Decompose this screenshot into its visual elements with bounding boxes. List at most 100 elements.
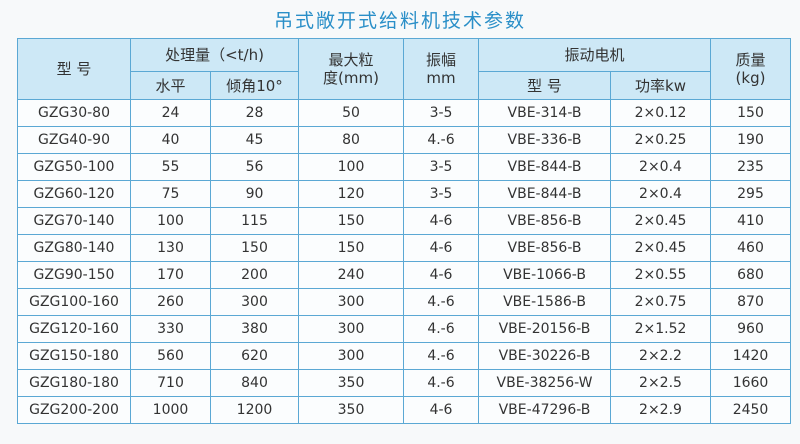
cell: 4-6 (403, 234, 479, 262)
header-amplitude-line: 振幅 (425, 51, 456, 69)
cell: 560 (130, 342, 211, 370)
cell: GZG60-120 (17, 180, 131, 208)
header-incline: 倾角10° (210, 71, 299, 100)
cell: 840 (210, 369, 299, 397)
cell: 4.-6 (403, 126, 479, 154)
table-title: 吊式敞开式给料机技术参数 (273, 10, 526, 32)
cell: 170 (130, 261, 211, 289)
header-row: 水平 倾角10° 型 号 功率kw (18, 71, 791, 100)
cell: 2×0.75 (609, 288, 712, 316)
cell: 1000 (130, 396, 211, 424)
data-row: GZG80-140 130 150 150 4-6 VBE-856-B 2×0.45 460 (17, 234, 792, 262)
cell: 80 (298, 126, 404, 154)
cell: 240 (298, 261, 404, 289)
header-model-text: 型 号 (56, 60, 92, 78)
cell: 300 (298, 288, 404, 316)
header-max-size-line: 度(mm) (323, 69, 379, 87)
cell: 2×0.55 (609, 261, 712, 289)
header-motor-model-text: 型 号 (527, 76, 562, 95)
cell: 460 (710, 234, 792, 262)
cell: 4-6 (403, 396, 479, 424)
cell: VBE-844-B (478, 180, 611, 208)
cell: GZG150-180 (17, 342, 131, 370)
cell: VBE-30226-B (478, 342, 611, 370)
cell: 150 (298, 207, 404, 235)
cell: 2×2.9 (609, 396, 712, 424)
cell: GZG200-200 (17, 396, 131, 424)
cell: VBE-856-B (478, 207, 611, 235)
cell: 150 (210, 234, 299, 262)
cell: 55 (130, 153, 211, 181)
cell: GZG90-150 (17, 261, 131, 289)
header-capacity: 处理量（<t/h) (130, 38, 299, 72)
cell: 4.-6 (403, 369, 479, 397)
cell: VBE-1586-B (478, 288, 611, 316)
cell: 4.-6 (403, 315, 479, 343)
data-row: GZG150-180 560 620 300 4.-6 VBE-30226-B 2×2.2 1… (17, 342, 792, 370)
cell: 960 (710, 315, 792, 343)
header-mass-line: (kg) (735, 69, 766, 87)
cell: 3-5 (403, 180, 479, 208)
data-row: GZG200-200 1000 1200 350 4-6 VBE-47296-B 2×2.9… (17, 396, 792, 424)
cell: GZG30-80 (17, 99, 131, 127)
cell: VBE-336-B (478, 126, 611, 154)
cell: 4.-6 (403, 342, 479, 370)
data-row: GZG40-90 40 45 80 4.-6 VBE-336-B 2×0.25 190 (17, 126, 792, 154)
cell: 190 (710, 126, 792, 154)
cell: 2×2.5 (609, 369, 712, 397)
cell: GZG100-160 (17, 288, 131, 316)
header-max-size-line: 最大粒 (328, 51, 374, 69)
header-model: 型 号 (17, 38, 131, 100)
cell: GZG80-140 (17, 234, 131, 262)
cell: 2×0.4 (609, 153, 712, 181)
cell: 75 (130, 180, 211, 208)
cell: 90 (210, 180, 299, 208)
cell: VBE-20156-B (478, 315, 611, 343)
header-power-text: 功率kw (635, 76, 686, 95)
cell: 200 (210, 261, 299, 289)
cell: 680 (710, 261, 792, 289)
cell: 24 (130, 99, 211, 127)
data-row: GZG30-80 24 28 50 3-5 VBE-314-B 2×0.12 150 (17, 99, 792, 127)
header-max-size: 最大粒 度(mm) (298, 38, 404, 100)
cell: 295 (710, 180, 792, 208)
cell: 4.-6 (403, 288, 479, 316)
header-motor-text: 振动电机 (564, 46, 625, 64)
cell: 380 (210, 315, 299, 343)
cell: 115 (210, 207, 299, 235)
data-row: GZG50-100 55 56 100 3-5 VBE-844-B 2×0.4 235 (17, 153, 792, 181)
cell: 870 (710, 288, 792, 316)
cell: 2450 (710, 396, 792, 424)
cell: GZG40-90 (17, 126, 131, 154)
cell: GZG180-180 (17, 369, 131, 397)
cell: 710 (130, 369, 211, 397)
cell: 330 (130, 315, 211, 343)
cell: 1420 (710, 342, 792, 370)
cell: 2×0.45 (609, 207, 712, 235)
cell: 40 (130, 126, 211, 154)
cell: VBE-1066-B (478, 261, 611, 289)
cell: GZG70-140 (17, 207, 131, 235)
cell: 50 (298, 99, 404, 127)
cell: 100 (130, 207, 211, 235)
cell: 300 (210, 288, 299, 316)
cell: 2×0.4 (609, 180, 712, 208)
header-incline-text: 倾角10° (226, 76, 283, 95)
cell: 235 (710, 153, 792, 181)
cell: 620 (210, 342, 299, 370)
cell: 3-5 (403, 153, 479, 181)
cell: 3-5 (403, 99, 479, 127)
data-row: GZG70-140 100 115 150 4-6 VBE-856-B 2×0.45 410 (17, 207, 792, 235)
data-row: GZG100-160 260 300 300 4.-6 VBE-1586-B 2×0.75 8… (17, 288, 792, 316)
data-row: GZG90-150 170 200 240 4-6 VBE-1066-B 2×0.55 680 (17, 261, 792, 289)
cell: VBE-47296-B (478, 396, 611, 424)
cell: 350 (298, 369, 404, 397)
header-motor-model: 型 号 (478, 71, 611, 100)
cell: 2×0.12 (609, 99, 712, 127)
cell: 410 (710, 207, 792, 235)
cell: 4-6 (403, 261, 479, 289)
cell: 2×0.25 (609, 126, 712, 154)
header-capacity-text: 处理量（<t/h) (165, 46, 264, 64)
cell: 260 (130, 288, 211, 316)
